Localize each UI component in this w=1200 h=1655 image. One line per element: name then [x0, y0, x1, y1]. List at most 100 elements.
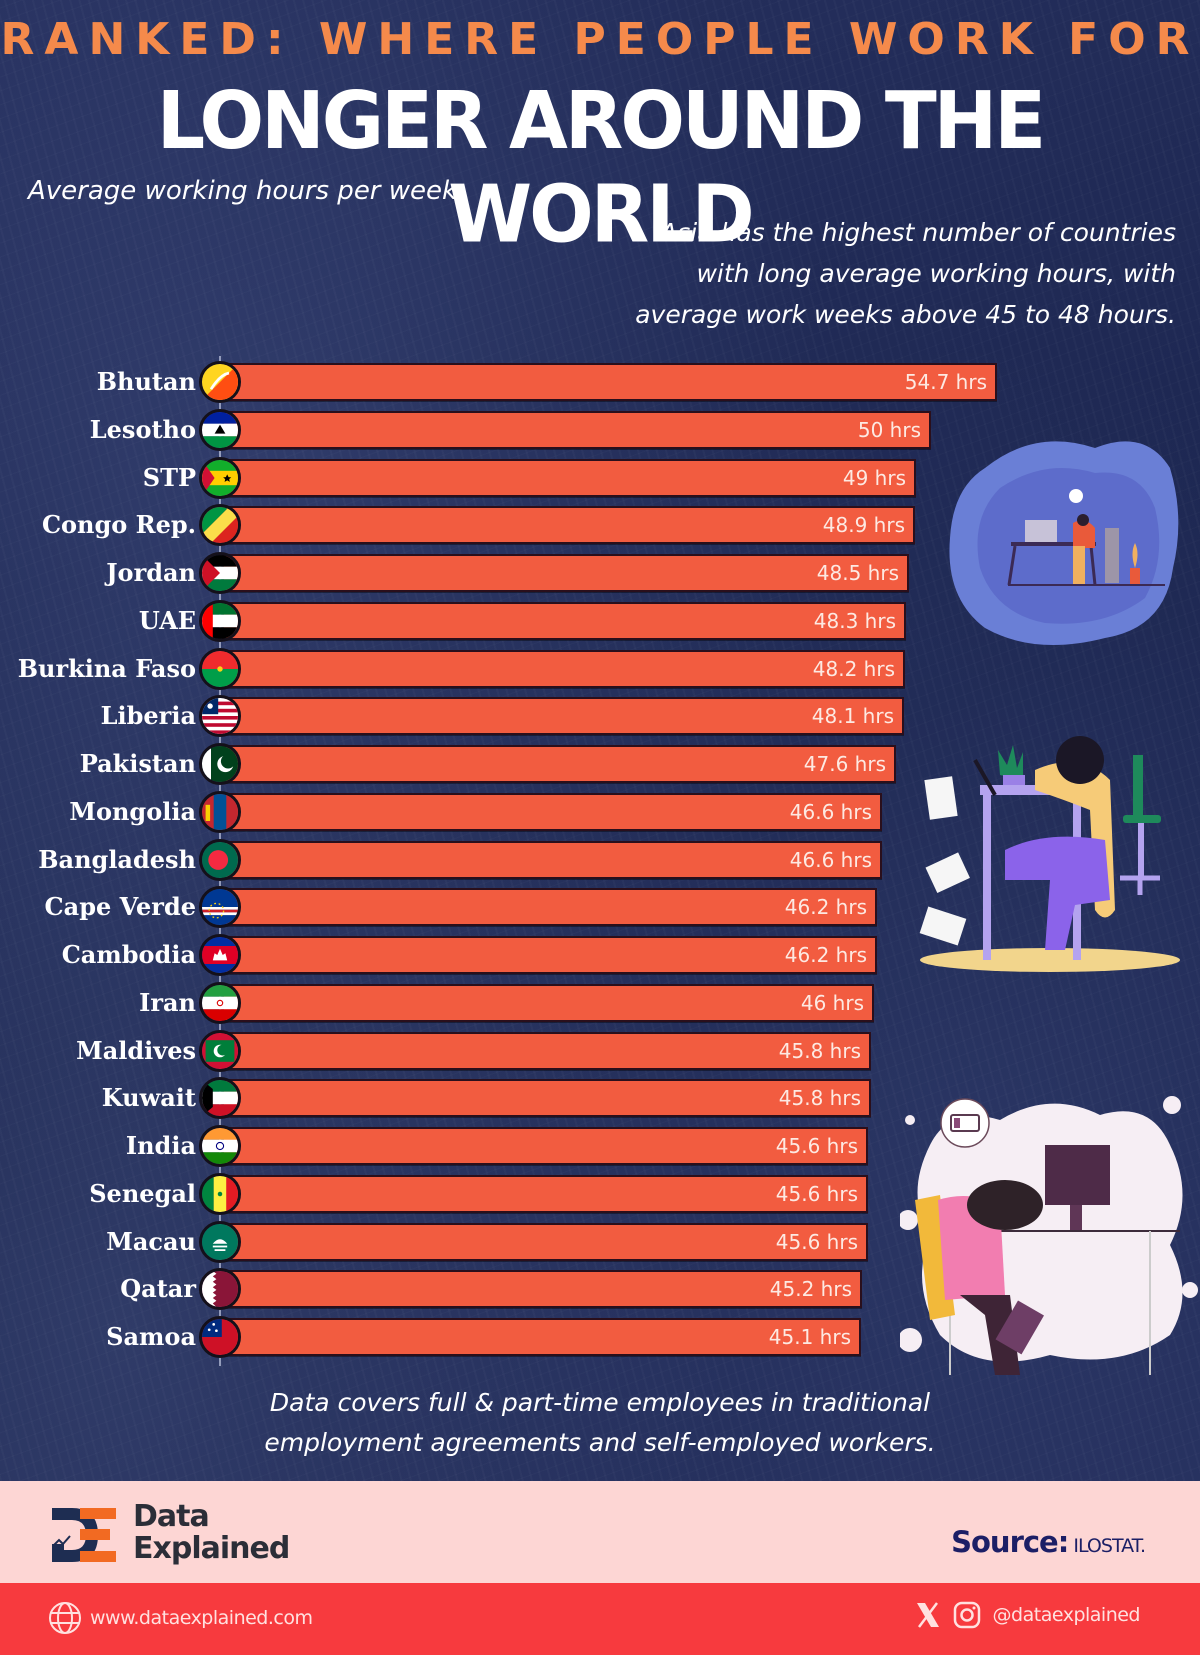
- brand-footer: Data Explained Source: ILOSTAT.: [0, 1481, 1200, 1583]
- data-footnote: Data covers full & part-time employees i…: [0, 1383, 1200, 1463]
- illustration-late-night-worker: [949, 441, 1179, 646]
- chart-row: Cape Verde 46.2 hrs: [0, 886, 1200, 929]
- congo-flag-icon: [199, 504, 241, 547]
- chart-row: Maldives 45.8 hrs: [0, 1029, 1200, 1072]
- country-label: Maldives: [76, 1035, 196, 1065]
- value-label: 46 hrs: [800, 990, 864, 1015]
- data-explained-logo-icon: [52, 1508, 116, 1562]
- country-label: Bhutan: [96, 367, 196, 396]
- lesotho-flag-icon: [199, 408, 241, 451]
- value-label: 45.6 hrs: [775, 1229, 858, 1254]
- qatar-flag-icon: [199, 1268, 241, 1311]
- social-footer: www.dataexplained.com @dataexplained: [0, 1583, 1200, 1655]
- country-label: Senegal: [89, 1178, 196, 1208]
- chart-row: Congo Rep. 48.9 hrs: [0, 504, 1200, 547]
- value-label: 48.3 hrs: [813, 608, 896, 633]
- country-label: Samoa: [106, 1322, 196, 1351]
- bar: 45.8 hrs: [222, 1031, 871, 1070]
- social-handle-text: @dataexplained: [992, 1604, 1141, 1626]
- bar: 46 hrs: [222, 983, 874, 1022]
- value-label: 48.9 hrs: [822, 513, 905, 538]
- value-label: 54.7 hrs: [904, 370, 987, 394]
- bar: 49 hrs: [222, 458, 916, 497]
- country-label: Jordan: [106, 558, 196, 587]
- bar: 48.1 hrs: [222, 697, 904, 736]
- value-label: 48.1 hrs: [811, 704, 894, 729]
- bhutan-flag-icon: [199, 361, 241, 403]
- bar: 46.2 hrs: [222, 888, 877, 927]
- iran-flag-icon: [199, 981, 241, 1024]
- chart-row: Burkina Faso 48.2 hrs: [0, 647, 1200, 690]
- chart-row: Bangladesh 46.6 hrs: [0, 838, 1200, 881]
- value-label: 45.6 hrs: [775, 1134, 858, 1158]
- chart-row: Senegal 45.6 hrs: [0, 1172, 1200, 1215]
- kuwait-flag-icon: [199, 1077, 241, 1120]
- burkina-flag-icon: [199, 647, 241, 690]
- illustration-low-battery-worker: [900, 1096, 1198, 1375]
- bar: 45.6 hrs: [222, 1222, 868, 1261]
- source-label: Source:: [951, 1525, 1069, 1559]
- website-link[interactable]: www.dataexplained.com: [48, 1601, 313, 1635]
- stp-flag-icon: [199, 456, 241, 499]
- source-value: ILOSTAT.: [1073, 1535, 1146, 1557]
- mongolia-flag-icon: [199, 790, 241, 833]
- maldives-flag-icon: [199, 1029, 241, 1072]
- bar: 54.7 hrs: [222, 363, 997, 401]
- country-label: UAE: [138, 605, 196, 635]
- value-label: 46.2 hrs: [784, 895, 867, 920]
- brand-name-line: Explained: [133, 1531, 290, 1566]
- bar: 45.6 hrs: [222, 1127, 868, 1165]
- macau-flag-icon: [199, 1220, 241, 1263]
- illustration-exhausted-worker: [919, 736, 1180, 972]
- chart-row: Kuwait 45.8 hrs: [0, 1077, 1200, 1120]
- bar: 46.6 hrs: [222, 840, 882, 879]
- chart-row: Liberia 48.1 hrs: [0, 695, 1200, 738]
- value-label: 50 hrs: [857, 417, 921, 442]
- insight-note-line: Asia has the highest number of countries: [660, 218, 1176, 247]
- liberia-flag-icon: [199, 695, 241, 738]
- country-label: Congo Rep.: [41, 510, 196, 540]
- chart-row: Iran 46 hrs: [0, 981, 1200, 1024]
- bar: 45.1 hrs: [222, 1318, 861, 1356]
- pakistan-flag-icon: [199, 743, 241, 785]
- chart-row: Cambodia 46.2 hrs: [0, 934, 1200, 976]
- insight-note-line: average work weeks above 45 to 48 hours.: [635, 300, 1176, 329]
- chart-row: Mongolia 46.6 hrs: [0, 790, 1200, 833]
- instagram-icon[interactable]: [953, 1601, 981, 1629]
- cambodia-flag-icon: [199, 934, 241, 976]
- country-label: STP: [142, 462, 196, 492]
- brand-name: Data Explained: [133, 1499, 290, 1566]
- bar: 45.8 hrs: [222, 1079, 871, 1118]
- value-label: 45.2 hrs: [769, 1277, 852, 1302]
- capeverde-flag-icon: [199, 886, 241, 929]
- page-title: LONGER AROUND THE WORLD: [156, 73, 1046, 261]
- chart-row: Qatar 45.2 hrs: [0, 1268, 1200, 1311]
- bar: 50 hrs: [222, 410, 931, 449]
- chart-row: Macau 45.6 hrs: [0, 1220, 1200, 1263]
- bar: 45.6 hrs: [222, 1174, 868, 1213]
- value-label: 45.8 hrs: [778, 1038, 861, 1063]
- footnote-line: employment agreements and self-employed …: [264, 1428, 936, 1457]
- brand-name-line: Data: [133, 1499, 210, 1534]
- uae-flag-icon: [199, 599, 241, 642]
- value-label: 48.2 hrs: [812, 656, 895, 681]
- country-label: Liberia: [100, 701, 196, 731]
- x-icon[interactable]: [915, 1601, 941, 1629]
- senegal-flag-icon: [199, 1172, 241, 1215]
- value-label: 45.8 hrs: [778, 1086, 861, 1111]
- social-handle[interactable]: @dataexplained: [915, 1601, 1141, 1629]
- value-label: 46.2 hrs: [784, 943, 867, 967]
- jordan-flag-icon: [199, 552, 241, 594]
- chart-row: Bhutan 54.7 hrs: [0, 361, 1200, 403]
- insight-note: Asia has the highest number of countries…: [556, 212, 1176, 335]
- chart-row: STP 49 hrs: [0, 456, 1200, 499]
- country-label: Pakistan: [79, 749, 196, 778]
- insight-note-line: with long average working hours, with: [696, 259, 1176, 288]
- bar: 48.2 hrs: [222, 649, 905, 688]
- india-flag-icon: [199, 1125, 241, 1167]
- source-credit: Source: ILOSTAT.: [951, 1525, 1146, 1559]
- bangladesh-flag-icon: [199, 838, 241, 881]
- country-label: Burkina Faso: [17, 653, 196, 683]
- country-label: Cambodia: [61, 940, 196, 969]
- chart-row: India 45.6 hrs: [0, 1125, 1200, 1167]
